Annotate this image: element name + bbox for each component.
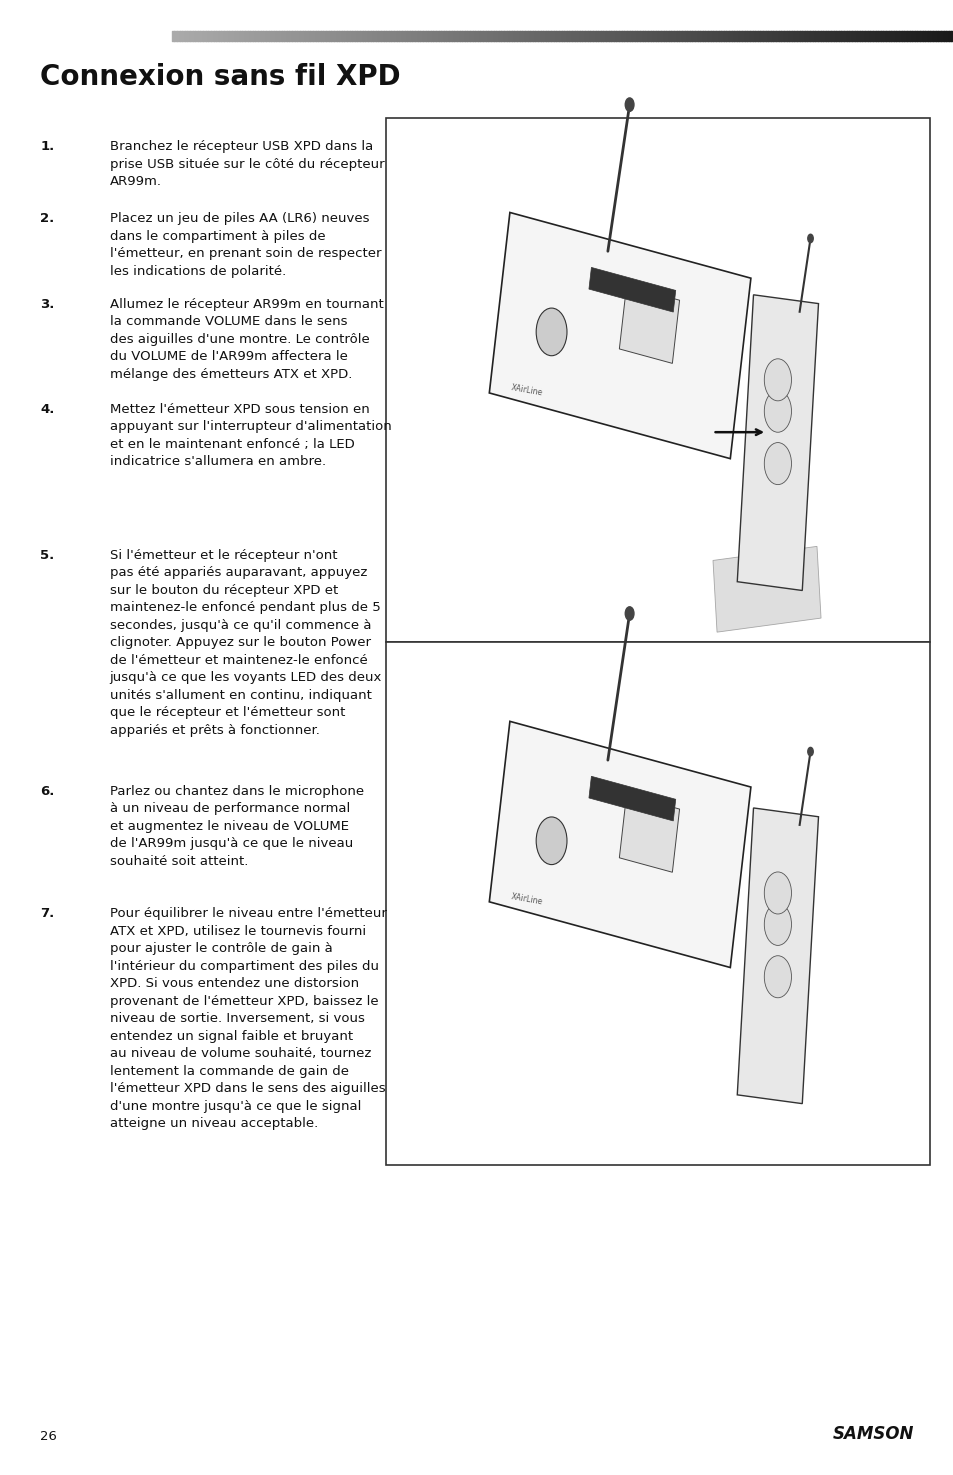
Circle shape — [763, 391, 791, 432]
Text: 6.: 6. — [40, 785, 54, 798]
Polygon shape — [618, 286, 679, 363]
Circle shape — [763, 872, 791, 914]
Text: 2.: 2. — [40, 212, 54, 226]
Text: Pour équilibrer le niveau entre l'émetteur
ATX et XPD, utilisez le tournevis fou: Pour équilibrer le niveau entre l'émette… — [110, 907, 386, 1130]
Circle shape — [536, 308, 566, 355]
Text: 1.: 1. — [40, 140, 54, 153]
Circle shape — [624, 97, 634, 112]
Text: Placez un jeu de piles AA (LR6) neuves
dans le compartiment à piles de
l'émetteu: Placez un jeu de piles AA (LR6) neuves d… — [110, 212, 381, 277]
Bar — [386, 642, 929, 1165]
Text: 3.: 3. — [40, 298, 54, 311]
Text: SAMSON: SAMSON — [832, 1425, 913, 1443]
Circle shape — [536, 817, 566, 864]
Polygon shape — [737, 808, 818, 1103]
Polygon shape — [588, 776, 675, 822]
Text: Allumez le récepteur AR99m en tournant
la commande VOLUME dans le sens
des aigui: Allumez le récepteur AR99m en tournant l… — [110, 298, 383, 381]
Text: XAirLine: XAirLine — [510, 892, 543, 907]
Text: 7.: 7. — [40, 907, 54, 920]
Bar — [386, 118, 929, 642]
Circle shape — [763, 956, 791, 997]
Circle shape — [763, 358, 791, 401]
Text: 4.: 4. — [40, 403, 54, 416]
Circle shape — [763, 442, 791, 485]
Polygon shape — [618, 795, 679, 872]
Polygon shape — [712, 546, 821, 633]
Text: XAirLine: XAirLine — [510, 384, 543, 398]
Circle shape — [807, 235, 812, 242]
Polygon shape — [588, 267, 675, 313]
Text: Connexion sans fil XPD: Connexion sans fil XPD — [40, 63, 400, 91]
Polygon shape — [737, 295, 818, 590]
Text: 5.: 5. — [40, 549, 54, 562]
Text: Parlez ou chantez dans le microphone
à un niveau de performance normal
et augmen: Parlez ou chantez dans le microphone à u… — [110, 785, 363, 867]
Circle shape — [807, 748, 812, 755]
Text: 26: 26 — [40, 1429, 57, 1443]
Polygon shape — [489, 721, 750, 968]
Text: Mettez l'émetteur XPD sous tension en
appuyant sur l'interrupteur d'alimentation: Mettez l'émetteur XPD sous tension en ap… — [110, 403, 391, 468]
Circle shape — [624, 606, 634, 621]
Text: Branchez le récepteur USB XPD dans la
prise USB située sur le côté du récepteur
: Branchez le récepteur USB XPD dans la pr… — [110, 140, 384, 189]
Circle shape — [763, 903, 791, 945]
Text: Si l'émetteur et le récepteur n'ont
pas été appariés auparavant, appuyez
sur le : Si l'émetteur et le récepteur n'ont pas … — [110, 549, 382, 736]
Polygon shape — [489, 212, 750, 459]
